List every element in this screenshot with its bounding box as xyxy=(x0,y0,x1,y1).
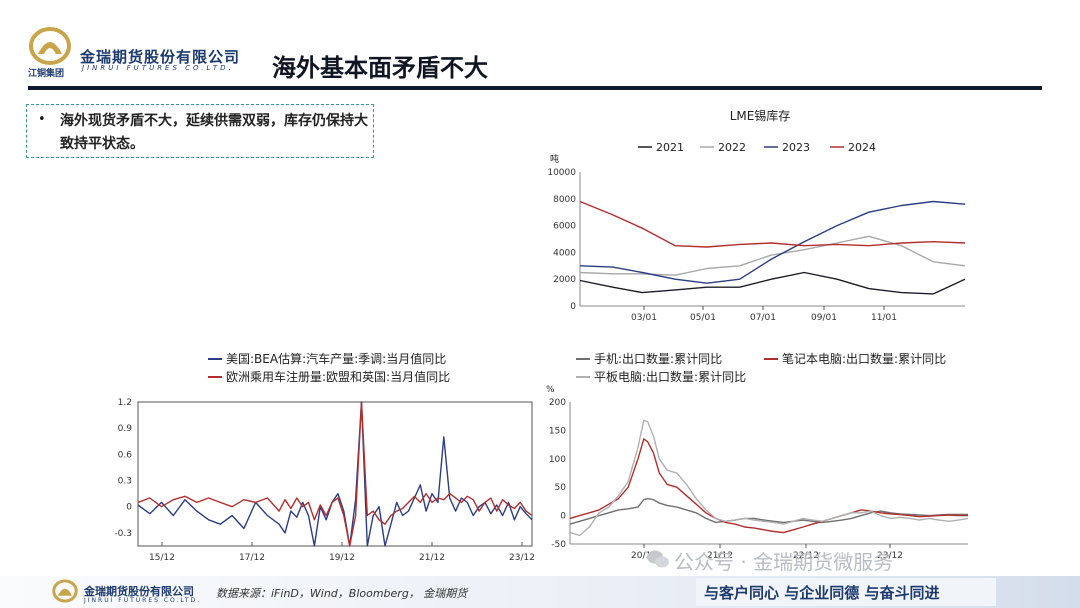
company-logo-icon xyxy=(29,27,71,65)
x-tick-label: 05/01 xyxy=(690,313,716,323)
y-tick-label: 0.6 xyxy=(118,450,133,460)
x-tick-label: 19/12 xyxy=(329,553,355,563)
x-tick-label: 22/12 xyxy=(793,551,819,561)
legend-label: 手机:出口数量:累计同比 xyxy=(594,351,722,366)
x-tick-label: 23/12 xyxy=(877,551,903,561)
legend-label: 2024 xyxy=(848,141,876,154)
x-tick-label: 21/12 xyxy=(419,553,445,563)
x-tick-label: 15/12 xyxy=(149,553,175,563)
watermark-text: 公众号 · 金瑞期货微服务 xyxy=(674,550,894,574)
x-tick-label: 11/01 xyxy=(871,313,897,323)
y-tick-label: -50 xyxy=(551,540,566,550)
x-tick-label: 21/12 xyxy=(707,551,733,561)
plot-area: -0.3 0 0.3 0.6 0.9 1.2 15/12 17/12 19/12 21/12 23/… xyxy=(114,398,535,563)
brand-name: 金瑞期货股份有限公司 xyxy=(80,48,241,66)
brand-name-en: JINRUI FUTURES CO.LTD. xyxy=(82,64,234,72)
summary-box xyxy=(26,104,374,158)
y-tick-label: 2000 xyxy=(553,275,576,285)
lme-tin-chart: LME锡库存 2021 2022 2023 2024 吨 0 2000 4000 60… xyxy=(547,108,966,323)
summary-text: 海外现货矛盾不大，延续供需双弱，库存仍保持大致持平状态。 xyxy=(60,113,368,152)
legend-label: 2022 xyxy=(718,141,746,154)
y-tick-label: -0.3 xyxy=(114,529,132,539)
series-line xyxy=(579,235,966,276)
legend-label: 笔记本电脑:出口数量:累计同比 xyxy=(782,351,946,366)
legend-label: 美国:BEA估算:汽车产量:季调:当月值同比 xyxy=(226,351,446,366)
y-tick-label: 4000 xyxy=(553,248,576,258)
y-tick-label: 100 xyxy=(549,455,566,465)
series-line xyxy=(569,497,968,525)
footer-brand: 金瑞期货股份有限公司 xyxy=(84,585,194,598)
series-line xyxy=(569,438,968,534)
bullet-marker: • xyxy=(38,112,46,127)
legend-label: 2023 xyxy=(782,141,810,154)
x-tick-label: 23/12 xyxy=(509,553,535,563)
plot-frame xyxy=(137,401,533,547)
legend-label: 欧洲乘用车注册量:欧盟和英国:当月值同比 xyxy=(226,369,450,384)
y-tick-label: 0.3 xyxy=(118,477,132,487)
chart-legend: 美国:BEA估算:汽车产量:季调:当月值同比 欧洲乘用车注册量:欧盟和英国:当月… xyxy=(208,351,450,384)
x-tick-label: 20/12 xyxy=(631,551,657,561)
series-line xyxy=(137,401,533,547)
wechat-icon xyxy=(647,550,669,568)
y-tick-label: 10000 xyxy=(547,168,576,178)
y-tick-label: 1.2 xyxy=(118,398,132,408)
plot-area: -50 0 50 100 150 200 20/12 21/12 22/12 23/12 xyxy=(549,398,969,561)
x-tick-label: 17/12 xyxy=(239,553,265,563)
plot-area: 0 2000 4000 6000 8000 10000 03/01 05/01 07/01 09/… xyxy=(547,168,966,323)
y-tick-label: 0 xyxy=(560,512,566,522)
header-divider xyxy=(28,86,1042,90)
y-tick-label: 8000 xyxy=(553,195,576,205)
y-tick-label: 6000 xyxy=(553,222,576,232)
series-line xyxy=(569,419,969,537)
auto-yoy-chart: 美国:BEA估算:汽车产量:季调:当月值同比 欧洲乘用车注册量:欧盟和英国:当月… xyxy=(114,351,535,563)
y-unit-label: 吨 xyxy=(550,153,559,165)
y-tick-label: 150 xyxy=(549,426,566,436)
page-title: 海外基本面矛盾不大 xyxy=(272,54,488,82)
y-tick-label: 200 xyxy=(549,398,566,408)
x-tick-label: 09/01 xyxy=(811,313,837,323)
y-tick-label: 0.9 xyxy=(118,424,133,434)
x-tick-label: 07/01 xyxy=(750,313,776,323)
x-tick-label: 03/01 xyxy=(631,313,657,323)
y-unit-label: % xyxy=(546,385,555,395)
chart-legend: 2021 2022 2023 2024 xyxy=(638,141,876,154)
footer-brand-en: JINRUI FUTURES CO.LTD. xyxy=(84,597,202,604)
series-line xyxy=(579,271,966,295)
series-line xyxy=(579,200,966,284)
logo-subtitle: 江铜集团 xyxy=(28,69,65,79)
data-source: 数据来源：iFinD，Wind，Bloomberg， 金瑞期货 xyxy=(216,587,468,600)
footer-logo-icon xyxy=(52,579,78,603)
series-line xyxy=(579,200,966,248)
series-line xyxy=(137,401,533,547)
legend-label: 2021 xyxy=(656,141,684,154)
electronics-export-chart: 手机:出口数量:累计同比 笔记本电脑:出口数量:累计同比 平板电脑:出口数量:累… xyxy=(546,351,969,561)
slogan-box xyxy=(696,578,996,606)
legend-label: 平板电脑:出口数量:累计同比 xyxy=(594,369,746,384)
footer-slogan: 与客户同心 与企业同德 与奋斗同进 xyxy=(704,584,940,602)
chart-legend: 手机:出口数量:累计同比 笔记本电脑:出口数量:累计同比 平板电脑:出口数量:累… xyxy=(576,351,946,384)
y-tick-label: 0 xyxy=(126,503,132,513)
chart-title: LME锡库存 xyxy=(730,108,791,123)
y-tick-label: 50 xyxy=(555,483,567,493)
y-tick-label: 0 xyxy=(570,302,576,312)
